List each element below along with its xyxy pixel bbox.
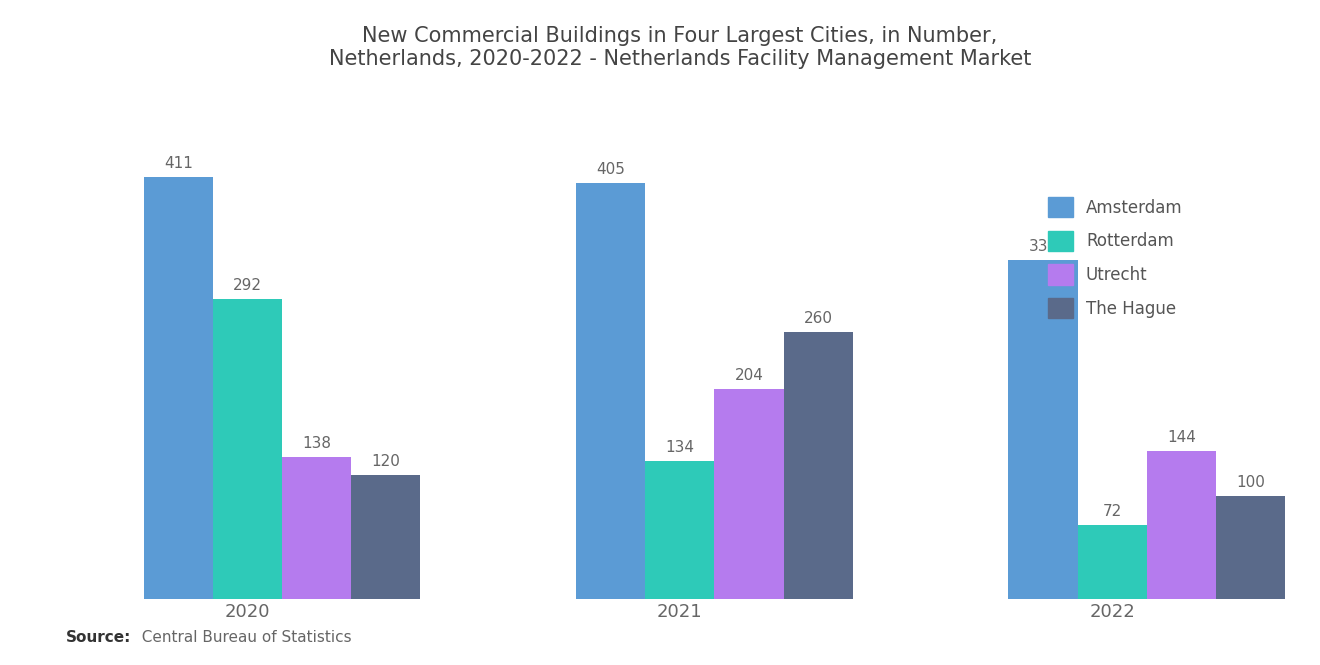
Text: 72: 72 — [1102, 503, 1122, 519]
Text: 120: 120 — [371, 454, 400, 469]
Text: 204: 204 — [734, 368, 763, 383]
Title: New Commercial Buildings in Four Largest Cities, in Number,
Netherlands, 2020-20: New Commercial Buildings in Four Largest… — [329, 25, 1031, 68]
Text: 411: 411 — [164, 156, 193, 171]
Bar — [144, 177, 213, 598]
Text: 138: 138 — [302, 436, 331, 451]
Text: 405: 405 — [597, 162, 626, 177]
Bar — [1008, 260, 1077, 598]
Text: Central Bureau of Statistics: Central Bureau of Statistics — [132, 630, 351, 645]
Bar — [282, 457, 351, 598]
Text: 292: 292 — [232, 278, 261, 293]
Bar — [213, 299, 282, 598]
Bar — [784, 332, 853, 598]
Text: 144: 144 — [1167, 430, 1196, 445]
Text: Source:: Source: — [66, 630, 132, 645]
Bar — [351, 475, 420, 598]
Text: 134: 134 — [665, 440, 694, 455]
Text: 330: 330 — [1028, 239, 1057, 254]
Bar — [1077, 525, 1147, 598]
Bar — [714, 390, 784, 598]
Text: 260: 260 — [804, 311, 833, 326]
Bar — [1147, 451, 1216, 598]
Legend: Amsterdam, Rotterdam, Utrecht, The Hague: Amsterdam, Rotterdam, Utrecht, The Hague — [1039, 189, 1191, 327]
Bar — [1216, 496, 1286, 598]
Bar — [576, 184, 645, 598]
Bar — [645, 461, 714, 598]
Text: 100: 100 — [1236, 475, 1265, 490]
